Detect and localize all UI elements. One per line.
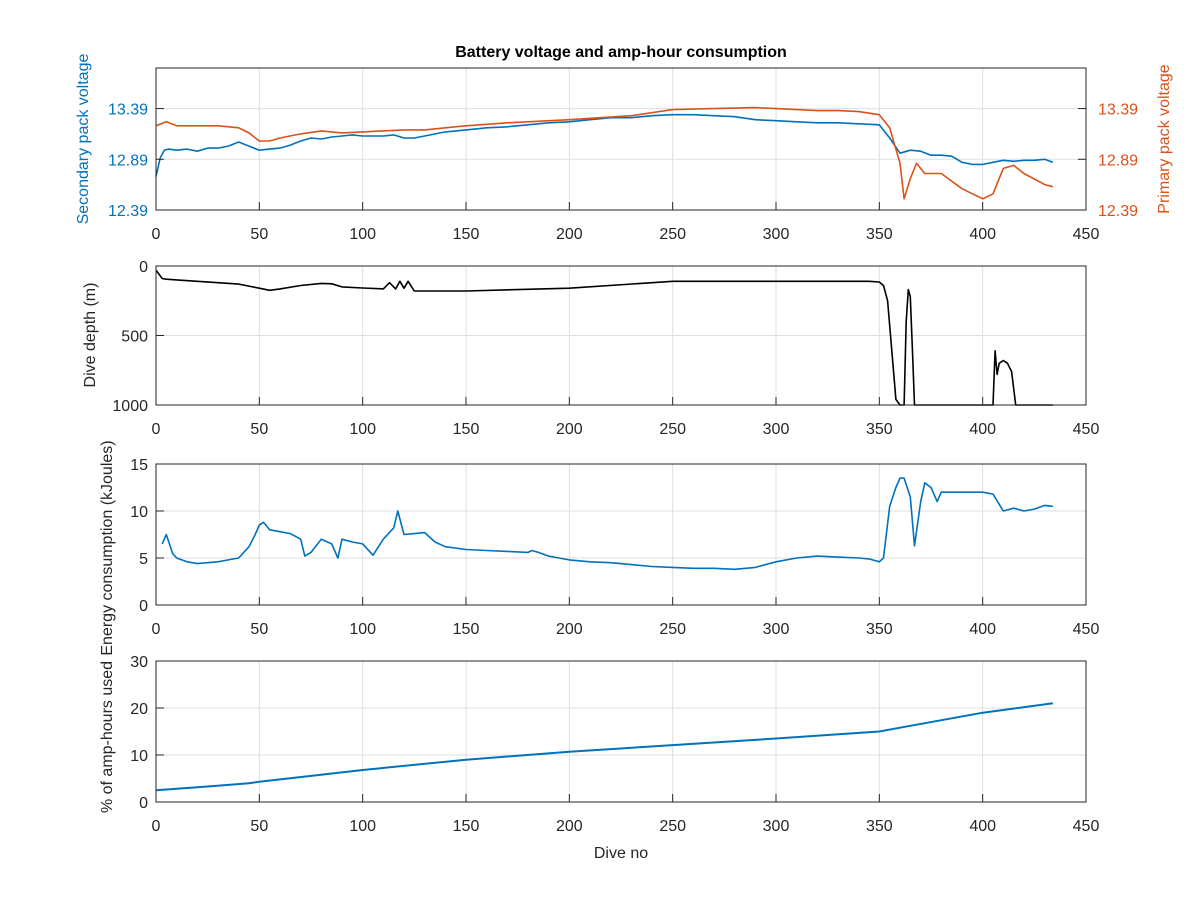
amphours-x-ticks: 0 50 100 150 200 250 300 350 400 450 — [152, 794, 1100, 835]
depth-x-tick-label: 50 — [250, 421, 268, 438]
voltage-y-tick-label: 12.89 — [108, 152, 148, 169]
energy-x-tick-label: 400 — [969, 621, 996, 638]
amphours-y-ticks: 0 10 20 30 — [130, 654, 164, 812]
energy-x-tick-label: 250 — [659, 621, 686, 638]
depth-x-ticks: 0 50 100 150 200 250 300 350 400 450 — [152, 397, 1100, 438]
depth-x-tick-label: 0 — [152, 421, 161, 438]
voltage-x-tick-label: 350 — [866, 226, 893, 243]
energy-x-tick-label: 150 — [453, 621, 480, 638]
voltage-x-tick-label: 200 — [556, 226, 583, 243]
chart-title: Battery voltage and amp-hour consumption — [455, 44, 787, 61]
energy-y-tick-label: 10 — [130, 504, 148, 521]
voltage-x-tick-label: 450 — [1073, 226, 1100, 243]
energy-x-tick-label: 100 — [349, 621, 376, 638]
depth-y-tick-label: 0 — [139, 259, 148, 276]
energy-y-tick-label: 5 — [139, 551, 148, 568]
amphours-x-tick-label: 400 — [969, 818, 996, 835]
voltage-series — [155, 106, 1054, 200]
depth-x-tick-label: 250 — [659, 421, 686, 438]
energy-panel: 0 50 100 150 200 250 300 350 400 450 0 5 10 15 Energ… — [99, 440, 1099, 655]
voltage-panel: 0 50 100 150 200 250 300 350 400 450 12.39 12.89 13… — [75, 54, 1173, 243]
depth-y-ticks: 0 500 1000 — [112, 259, 164, 415]
energy-y-tick-label: 0 — [139, 598, 148, 615]
depth-y-tick-label: 1000 — [112, 398, 148, 415]
depth-x-tick-label: 100 — [349, 421, 376, 438]
voltage-series-line-2 — [155, 106, 1054, 200]
voltage-right-tick-label: 13.39 — [1098, 102, 1138, 119]
amphours-x-tick-label: 150 — [453, 818, 480, 835]
depth-x-tick-label: 450 — [1073, 421, 1100, 438]
energy-series-line-1 — [161, 477, 1053, 571]
voltage-x-tick-label: 100 — [349, 226, 376, 243]
amphours-x-tick-label: 0 — [152, 818, 161, 835]
amphours-y-tick-label: 0 — [139, 795, 148, 812]
voltage-left-ticks: 12.39 12.89 13.39 — [108, 102, 164, 220]
amphours-x-tick-label: 450 — [1073, 818, 1100, 835]
amphours-x-tick-label: 100 — [349, 818, 376, 835]
depth-x-tick-label: 150 — [453, 421, 480, 438]
voltage-y-tick-label: 12.39 — [108, 203, 148, 220]
voltage-right-tick-label: 12.39 — [1098, 203, 1138, 220]
voltage-grid — [156, 68, 1086, 210]
voltage-y-tick-label: 13.39 — [108, 102, 148, 119]
depth-y-label: Dive depth (m) — [82, 283, 99, 388]
energy-x-tick-label: 350 — [866, 621, 893, 638]
energy-y-ticks: 0 5 10 15 — [130, 457, 164, 615]
amphours-panel: 0 50 100 150 200 250 300 350 400 450 0 10 20 30 % of… — [99, 654, 1099, 862]
energy-y-tick-label: 15 — [130, 457, 148, 474]
secondary-voltage-label: Secondary pack voltage — [75, 54, 92, 225]
voltage-x-tick-label: 150 — [453, 226, 480, 243]
amphours-x-tick-label: 300 — [763, 818, 790, 835]
amphours-series — [155, 702, 1054, 792]
amphours-axes-frame — [155, 660, 1087, 803]
depth-x-tick-label: 200 — [556, 421, 583, 438]
amphours-x-tick-label: 250 — [659, 818, 686, 835]
voltage-axes-frame — [155, 67, 1087, 211]
voltage-right-ticks: 12.39 12.89 13.39 — [1078, 102, 1138, 220]
depth-y-tick-label: 500 — [121, 329, 148, 346]
amphours-x-tick-label: 50 — [250, 818, 268, 835]
voltage-x-tick-label: 300 — [763, 226, 790, 243]
voltage-x-tick-label: 50 — [250, 226, 268, 243]
amphours-y-tick-label: 10 — [130, 748, 148, 765]
amphours-x-tick-label: 200 — [556, 818, 583, 835]
voltage-x-ticks: 0 50 100 150 200 250 300 350 400 450 — [152, 202, 1100, 243]
depth-x-tick-label: 350 — [866, 421, 893, 438]
energy-x-tick-label: 450 — [1073, 621, 1100, 638]
depth-series-line-1 — [155, 269, 1053, 406]
energy-x-tick-label: 300 — [763, 621, 790, 638]
energy-x-tick-label: 200 — [556, 621, 583, 638]
voltage-x-tick-label: 400 — [969, 226, 996, 243]
depth-panel: 0 50 100 150 200 250 300 350 400 450 0 500 1000 Div… — [82, 259, 1099, 438]
amphours-series-line-1 — [155, 702, 1054, 792]
amphours-grid — [156, 661, 1086, 802]
x-axis-label: Dive no — [594, 845, 648, 862]
amphours-x-tick-label: 350 — [866, 818, 893, 835]
voltage-right-tick-label: 12.89 — [1098, 152, 1138, 169]
amphours-y-label: % of amp-hours used — [99, 661, 116, 813]
depth-series — [155, 269, 1053, 406]
energy-grid — [156, 464, 1086, 605]
voltage-x-tick-label: 0 — [152, 226, 161, 243]
amphours-y-tick-label: 20 — [130, 701, 148, 718]
energy-x-tick-label: 50 — [250, 621, 268, 638]
energy-axes-frame — [155, 463, 1087, 606]
primary-voltage-label: Primary pack voltage — [1156, 64, 1173, 213]
energy-x-ticks: 0 50 100 150 200 250 300 350 400 450 — [152, 597, 1100, 638]
amphours-y-tick-label: 30 — [130, 654, 148, 671]
voltage-x-tick-label: 250 — [659, 226, 686, 243]
energy-y-label: Energy consumption (kJoules) — [99, 440, 116, 655]
voltage-series-line-1 — [155, 113, 1054, 177]
energy-x-tick-label: 0 — [152, 621, 161, 638]
depth-x-tick-label: 400 — [969, 421, 996, 438]
energy-series — [161, 477, 1053, 571]
depth-x-tick-label: 300 — [763, 421, 790, 438]
depth-grid — [156, 266, 1086, 405]
